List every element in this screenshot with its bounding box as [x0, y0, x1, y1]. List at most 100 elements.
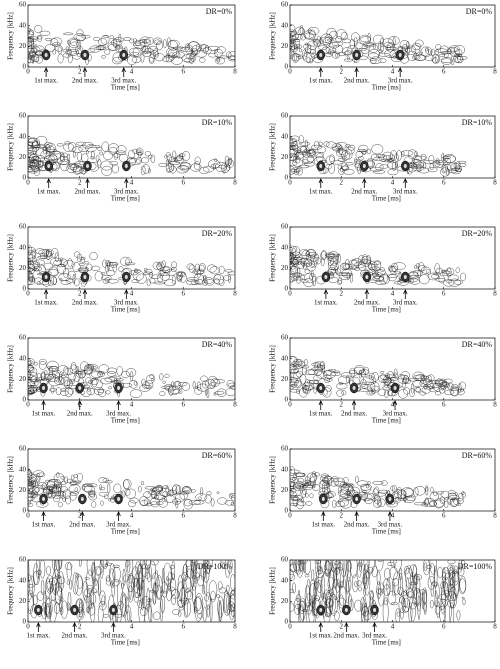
y-tick-label: 40: [281, 354, 289, 362]
contour: [334, 610, 340, 622]
contour: [421, 374, 425, 382]
contour: [39, 30, 51, 36]
contour: [433, 272, 441, 276]
contour: [195, 49, 207, 58]
contour: [210, 498, 215, 507]
contour: [441, 152, 445, 162]
contour: [173, 380, 181, 387]
contour: [116, 145, 127, 154]
contour: [315, 257, 321, 265]
x-tick-label: 0: [26, 401, 30, 409]
contour: [133, 573, 141, 598]
contour: [49, 150, 62, 161]
annotation-label: 1st max.: [311, 521, 335, 529]
contour: [390, 150, 398, 161]
contour: [95, 567, 102, 575]
contour: [328, 592, 336, 614]
contour: [105, 270, 116, 276]
contour: [397, 487, 402, 493]
contour: [37, 35, 43, 40]
contour: [302, 488, 307, 495]
contour: [349, 598, 354, 611]
contour: [28, 482, 34, 486]
contour: [440, 582, 444, 590]
contour: [425, 497, 429, 506]
contour: [305, 501, 313, 506]
x-tick-label: 8: [493, 290, 497, 298]
contour: [130, 371, 134, 382]
contour: [167, 40, 178, 51]
contour: [179, 272, 187, 283]
contour: [367, 263, 376, 270]
contour: [192, 381, 196, 389]
contour: [134, 268, 141, 274]
contour: [300, 497, 304, 504]
contour: [220, 162, 230, 173]
contour-field: [28, 358, 235, 399]
contour: [216, 46, 226, 54]
x-tick-label: 6: [182, 290, 186, 298]
contour: [220, 561, 226, 568]
contour: [109, 35, 114, 39]
contour: [231, 494, 235, 502]
contour: [116, 366, 123, 376]
contour: [295, 256, 302, 265]
contour: [124, 164, 128, 168]
contour: [297, 501, 307, 506]
contour: [102, 278, 110, 284]
annotation-label: 2nd max.: [74, 188, 100, 196]
contour: [194, 263, 200, 273]
contour: [421, 266, 431, 274]
contour: [387, 561, 395, 566]
annotation-label: 3rd max.: [114, 188, 139, 196]
y-tick-label: 0: [285, 285, 289, 293]
contour: [365, 275, 369, 279]
contour: [122, 479, 132, 489]
contour: [209, 266, 220, 275]
contour: [345, 484, 355, 487]
contour: [384, 389, 389, 398]
contour: [326, 482, 330, 488]
contour: [338, 382, 343, 386]
contour: [398, 388, 408, 399]
contour: [342, 264, 354, 270]
contour: [86, 560, 95, 576]
contour: [370, 58, 377, 64]
contour: [48, 280, 54, 286]
contour: [178, 606, 184, 611]
contour: [169, 489, 174, 497]
contour: [400, 607, 404, 620]
contour: [120, 591, 126, 617]
contour: [458, 383, 462, 393]
contour: [425, 486, 429, 496]
contour: [291, 34, 303, 40]
contour: [60, 151, 64, 162]
contour: [388, 36, 400, 46]
contour: [194, 279, 205, 285]
contour: [337, 51, 346, 57]
contour: [362, 577, 368, 585]
contour: [146, 598, 153, 602]
contour: [445, 383, 450, 389]
contour: [29, 575, 35, 598]
contour: [63, 32, 74, 36]
contour: [162, 55, 174, 63]
contour: [185, 560, 194, 579]
contour: [443, 157, 451, 165]
contour: [334, 144, 343, 150]
contour: [54, 479, 61, 488]
contour: [85, 377, 92, 384]
contour: [98, 38, 108, 46]
contour: [101, 55, 106, 59]
contour: [440, 589, 446, 615]
contour: [303, 278, 314, 287]
contour: [307, 26, 320, 36]
contour: [450, 497, 460, 507]
contour: [56, 472, 60, 478]
contour: [54, 252, 60, 263]
contour: [291, 42, 295, 53]
contour: [64, 141, 71, 146]
contour: [425, 565, 433, 569]
contour: [214, 278, 220, 284]
contour: [437, 566, 443, 579]
